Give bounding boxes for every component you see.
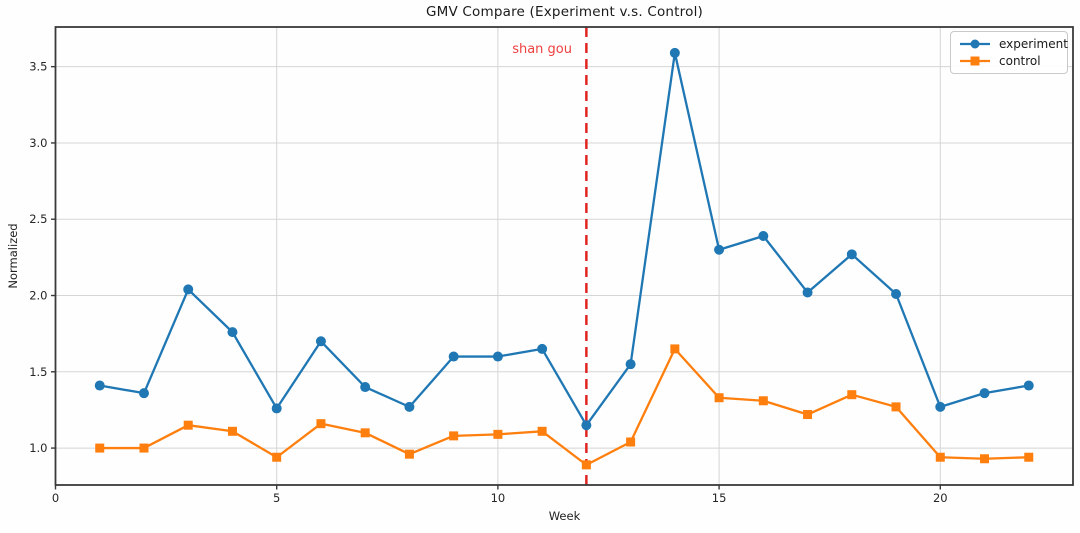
control-point [227,426,237,436]
x-tick-label: 5 [273,491,280,505]
legend-item-control: control [959,54,1058,68]
control-point [95,443,105,453]
experiment-point [979,388,990,399]
experiment-point [448,351,459,362]
control-point [316,419,326,429]
experiment-point [802,287,813,298]
experiment-point [492,351,503,362]
experiment-point [227,327,238,338]
x-axis-label: Week [548,509,581,523]
control-point [139,443,149,453]
experiment-point [935,401,946,412]
x-tick-label: 0 [52,491,59,505]
chart-title: GMV Compare (Experiment v.s. Control) [425,4,704,20]
control-point [847,390,857,400]
control-point [714,393,724,403]
x-tick-label: 10 [491,491,506,505]
experiment-point [891,288,902,299]
control-point [1024,452,1034,462]
legend-item-experiment: experiment [959,37,1068,51]
x-tick-label: 15 [712,491,727,505]
control-point [360,428,370,438]
experiment-point [714,244,725,255]
series-experiment-line [99,51,1029,427]
control-point [493,429,503,439]
control-point [404,449,414,459]
experiment-line-marker-icon [960,39,990,49]
control-point [891,402,901,412]
experiment-point [537,343,548,354]
control-point [670,344,680,354]
y-tick-label: 2.5 [29,212,47,226]
annotation-shangou: shan gou [512,42,572,57]
experiment-point [94,380,105,391]
legend-label-control: control [999,54,1041,68]
y-tick-label: 3.0 [29,136,47,150]
control-point [581,460,591,470]
legend-label-experiment: experiment [999,37,1068,51]
experiment-point [360,382,371,393]
experiment-point [758,231,769,242]
axes-frame [54,26,1074,486]
control-line-marker-icon [960,56,990,66]
y-tick-label: 1.0 [29,441,47,455]
y-tick-label: 1.5 [29,365,47,379]
control-point [626,437,636,447]
experiment-point [669,47,680,58]
y-tick-label: 3.5 [29,60,47,74]
experiment-point [1023,380,1034,391]
series-control-line [99,347,1029,467]
control-point [537,426,547,436]
experiment-point [846,249,857,260]
experiment-point [271,403,282,414]
experiment-point [625,359,636,370]
control-point [183,420,193,430]
control-point [980,454,990,464]
experiment-point [581,420,592,431]
experiment-point [315,336,326,347]
control-point [935,452,945,462]
legend: experiment control [950,31,1068,74]
experiment-point [404,401,415,412]
y-tick-label: 2.0 [29,289,47,303]
control-point [272,452,282,462]
control-point [803,410,813,420]
control-point [758,396,768,406]
experiment-point [138,388,149,399]
experiment-point [183,284,194,295]
control-point [449,431,459,441]
x-tick-label: 20 [933,491,948,505]
